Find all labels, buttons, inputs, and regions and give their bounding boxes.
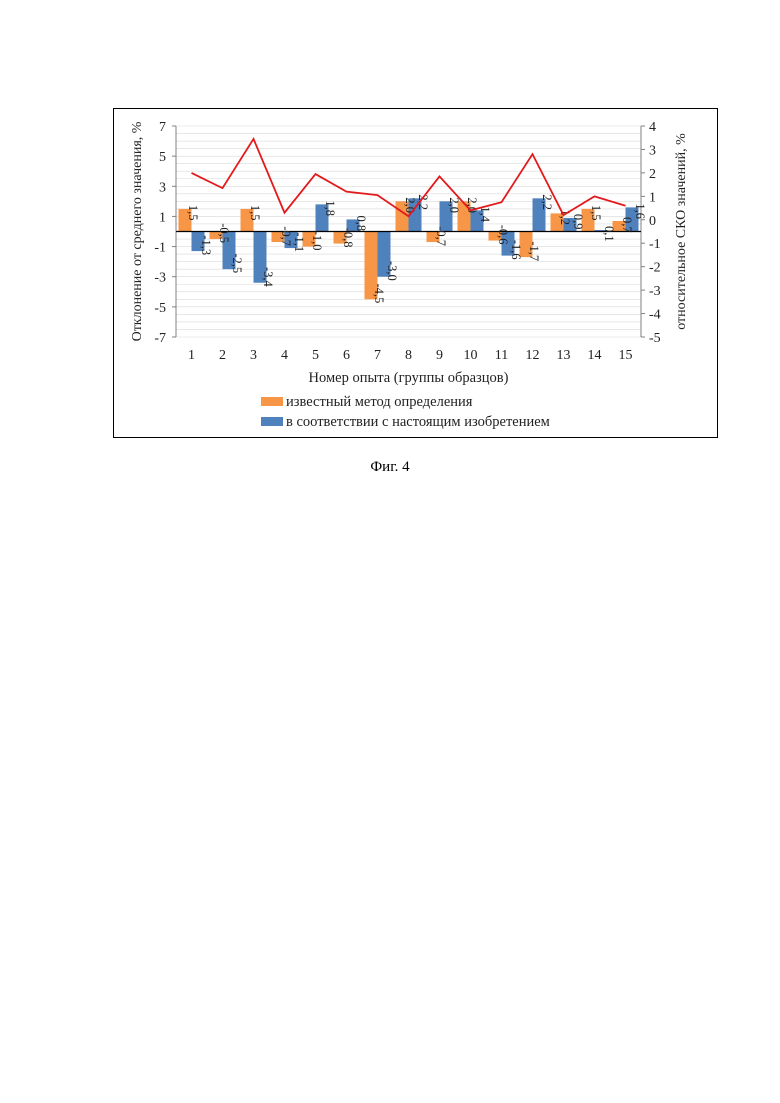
data-label-s0-1: 1,5 (186, 205, 200, 221)
y2-tick-label: 1 (649, 190, 656, 205)
data-label-s0-11: -0,6 (496, 225, 510, 245)
data-label-s1-5: 1,8 (323, 200, 337, 216)
data-label-s0-9: -0,7 (434, 226, 448, 246)
x-tick-label: 14 (588, 348, 602, 363)
y-tick-label: 5 (159, 150, 166, 165)
data-label-s1-9: 2,0 (447, 197, 461, 213)
y2-tick-label: 4 (649, 120, 656, 135)
x-tick-label: 11 (495, 348, 508, 363)
x-tick-label: 1 (188, 348, 195, 363)
y2-tick-label: -1 (649, 237, 661, 252)
data-label-s0-7: -4,5 (372, 284, 386, 304)
data-label-s1-14: 0,1 (602, 226, 616, 242)
x-tick-label: 7 (374, 348, 381, 363)
legend-label-s0: известный метод определения (286, 394, 473, 410)
y-tick-label: -5 (154, 301, 166, 316)
legend-swatch-s0 (261, 397, 283, 406)
data-label-s1-12: 2,2 (540, 194, 554, 210)
y2-tick-label: -5 (649, 331, 661, 346)
y-tick-label: -1 (154, 241, 166, 256)
y-axis-title: Отклонение от среднего значения, % (130, 121, 145, 341)
y2-tick-label: 2 (649, 167, 656, 182)
data-label-s1-10: 1,4 (478, 206, 492, 222)
chart-svg: 7531-1-3-5-743210-1-2-3-4-51,5-0,51,5-0,… (114, 109, 717, 437)
legend-swatch-s1 (261, 417, 283, 426)
data-label-s1-1: -1,3 (199, 235, 213, 255)
data-label-s1-11: -1,6 (509, 240, 523, 260)
data-label-s1-3: -3,4 (261, 267, 275, 288)
y2-tick-label: 0 (649, 214, 656, 229)
y-tick-label: 3 (159, 180, 166, 195)
data-label-s0-6: -0,8 (341, 228, 355, 248)
data-label-s0-4: -0,7 (279, 226, 293, 246)
data-label-s0-3: 1,5 (248, 205, 262, 221)
x-tick-label: 6 (343, 348, 350, 363)
x-tick-label: 8 (405, 348, 412, 363)
x-tick-label: 3 (250, 348, 257, 363)
y-tick-label: 1 (159, 210, 166, 225)
data-label-s1-2: -2,5 (230, 253, 244, 273)
x-tick-label: 4 (281, 348, 288, 363)
y-tick-label: -3 (154, 271, 166, 286)
y2-axis-title: относительное СКО значений, % (674, 133, 689, 330)
y2-tick-label: -2 (649, 261, 661, 276)
data-label-s0-2: -0,5 (217, 223, 231, 243)
data-label-s0-5: -1,0 (310, 231, 324, 251)
data-label-s0-15: 0,7 (620, 217, 634, 233)
x-axis-title: Номер опыта (группы образцов) (309, 370, 509, 386)
y2-tick-label: 3 (649, 143, 656, 158)
data-label-s1-6: 0,8 (354, 215, 368, 231)
x-tick-label: 15 (619, 348, 633, 363)
data-label-s1-13: 0,9 (571, 214, 585, 230)
data-label-s0-12: -1,7 (527, 241, 541, 261)
data-label-s1-7: -3,0 (385, 261, 399, 281)
chart-frame: 7531-1-3-5-743210-1-2-3-4-51,5-0,51,5-0,… (113, 108, 718, 438)
x-tick-label: 10 (464, 348, 478, 363)
data-label-s0-14: 1,5 (589, 205, 603, 221)
x-tick-label: 2 (219, 348, 226, 363)
legend-label-s1: в соответствии с настоящим изобретением (286, 414, 550, 430)
y-tick-label: 7 (159, 120, 166, 135)
x-tick-label: 12 (526, 348, 540, 363)
data-label-s1-15: 1,6 (633, 203, 647, 219)
data-label-s0-8: 2,0 (403, 197, 417, 213)
y-tick-label: -7 (154, 331, 166, 346)
figure-caption: Фиг. 4 (0, 459, 780, 476)
x-tick-label: 5 (312, 348, 319, 363)
data-label-s1-4: -1,1 (292, 232, 306, 252)
x-tick-label: 13 (557, 348, 571, 363)
x-tick-label: 9 (436, 348, 443, 363)
y2-tick-label: -4 (649, 308, 661, 323)
y2-tick-label: -3 (649, 284, 661, 299)
